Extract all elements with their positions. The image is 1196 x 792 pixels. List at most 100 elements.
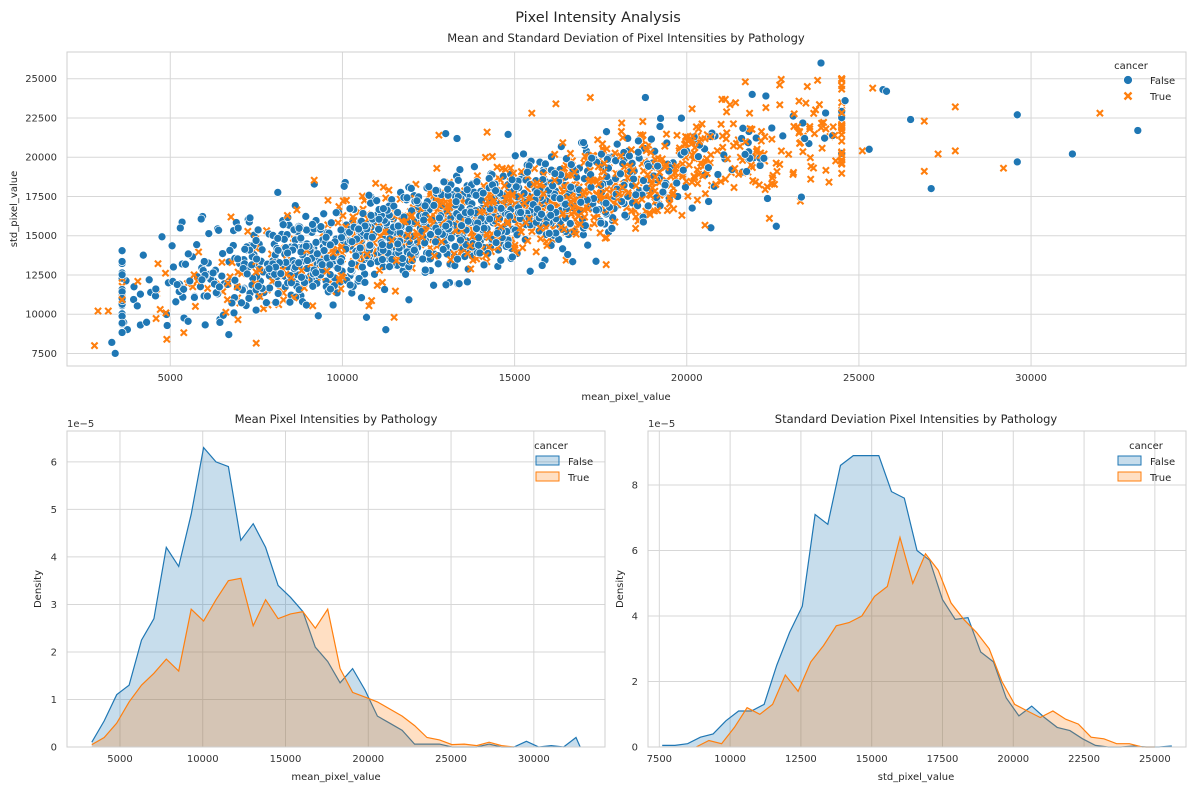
scatter-point-false xyxy=(401,269,410,279)
scatter-point-true xyxy=(611,218,619,226)
scatter-point-false xyxy=(837,107,847,116)
scatter-point-false xyxy=(433,259,443,269)
scatter-point-false xyxy=(171,297,181,307)
scatter-point-true xyxy=(517,192,525,201)
scatter-point-false xyxy=(677,113,686,123)
scatter-point-true xyxy=(580,188,589,197)
scatter-point-true xyxy=(287,273,296,282)
scatter-point-false xyxy=(107,338,117,347)
scatter-point-true xyxy=(723,154,732,163)
scatter-x-tick-label: 5000 xyxy=(158,373,183,384)
scatter-point-false xyxy=(301,241,311,251)
scatter-point-true xyxy=(629,166,637,175)
scatter-point-false xyxy=(347,237,357,247)
scatter-point-false xyxy=(454,279,464,289)
scatter-point-false xyxy=(597,149,606,159)
scatter-point-false xyxy=(326,284,335,294)
scatter-point-false xyxy=(331,208,341,218)
std-density-y-tick-label: 0 xyxy=(632,743,638,754)
scatter-point-false xyxy=(491,238,501,247)
scatter-point-true xyxy=(385,186,393,194)
scatter-point-false xyxy=(587,153,597,163)
scatter-point-true xyxy=(227,213,235,221)
scatter-point-true xyxy=(485,199,494,207)
scatter-point-true xyxy=(557,223,566,232)
scatter-point-true xyxy=(701,189,710,198)
scatter-point-false xyxy=(653,161,662,171)
scatter-point-false xyxy=(601,198,611,208)
scatter-point-false xyxy=(273,245,283,255)
scatter-point-true xyxy=(775,160,784,169)
legend-true-marker xyxy=(1123,91,1133,101)
scatter-point-true xyxy=(617,119,626,127)
mean-density-offset-text: 1e−5 xyxy=(67,419,94,430)
scatter-point-false xyxy=(157,232,167,242)
std-density-y-tick-label: 4 xyxy=(632,612,638,623)
scatter-point-true xyxy=(255,292,264,301)
scatter-point-true xyxy=(570,168,579,176)
scatter-point-true xyxy=(685,161,694,169)
scatter-point-true xyxy=(162,335,171,344)
mean-density-x-tick-label: 5000 xyxy=(107,754,132,765)
scatter-point-true xyxy=(623,174,632,182)
scatter-point-true xyxy=(830,131,839,140)
scatter-point-false xyxy=(138,250,148,260)
scatter-point-true xyxy=(543,241,551,250)
scatter-point-false xyxy=(537,261,547,270)
scatter-point-false xyxy=(761,91,771,101)
scatter-point-true xyxy=(586,93,595,102)
scatter-point-true xyxy=(668,191,677,199)
std-density-ticks: 7500 10000 12500 15000 17500 20000 22500 25000 0… xyxy=(632,481,1171,765)
scatter-point-false xyxy=(169,262,178,272)
scatter-y-tick-label: 20000 xyxy=(25,153,57,164)
std-density-x-tick-label: 25000 xyxy=(1139,754,1171,765)
scatter-point-false xyxy=(537,209,546,219)
mean-density-y-tick-label: 3 xyxy=(51,600,57,611)
scatter-point-true xyxy=(566,149,575,158)
scatter-point-true xyxy=(466,241,475,250)
scatter-point-true xyxy=(510,244,519,253)
std-legend-true-swatch xyxy=(1117,471,1142,482)
scatter-point-true xyxy=(765,214,774,223)
scatter-point-false xyxy=(840,96,850,106)
scatter-point-true xyxy=(762,103,770,112)
scatter-point-false xyxy=(393,239,403,249)
scatter-point-true xyxy=(818,144,826,153)
scatter-point-true xyxy=(691,143,699,152)
scatter-point-true xyxy=(520,199,529,207)
scatter-point-true xyxy=(536,234,545,243)
scatter-point-true xyxy=(682,177,691,186)
scatter-point-true xyxy=(337,243,346,252)
scatter-point-false xyxy=(565,219,575,228)
scatter-point-false xyxy=(262,298,271,308)
scatter-point-true xyxy=(118,295,126,304)
scatter-point-false xyxy=(325,240,335,250)
scatter-point-true xyxy=(559,209,567,218)
scatter-point-true xyxy=(631,224,640,233)
scatter-point-false xyxy=(643,201,653,211)
scatter-point-false xyxy=(117,270,127,280)
scatter-point-false xyxy=(433,227,443,237)
scatter-point-true xyxy=(999,164,1008,173)
std-density-x-tick-label: 17500 xyxy=(927,754,959,765)
scatter-point-false xyxy=(378,255,387,264)
scatter-legend: cancer False True xyxy=(1114,61,1175,103)
scatter-point-true xyxy=(837,169,846,178)
scatter-point-false xyxy=(151,284,161,294)
scatter-point-false xyxy=(230,275,240,285)
scatter-point-false xyxy=(208,268,218,278)
scatter-point-true xyxy=(378,278,387,287)
scatter-point-false xyxy=(381,325,391,335)
scatter-point-true xyxy=(795,97,803,105)
scatter-point-true xyxy=(722,134,731,143)
scatter-point-false xyxy=(420,265,430,275)
scatter-point-true xyxy=(741,137,750,146)
scatter-point-true xyxy=(308,301,317,310)
scatter-point-false xyxy=(203,291,212,301)
scatter-point-true xyxy=(539,190,548,198)
scatter-point-true xyxy=(243,227,252,236)
scatter-point-false xyxy=(409,245,419,255)
scatter-point-false xyxy=(446,233,456,243)
scatter-point-true xyxy=(445,203,454,212)
scatter-point-false xyxy=(438,245,448,254)
